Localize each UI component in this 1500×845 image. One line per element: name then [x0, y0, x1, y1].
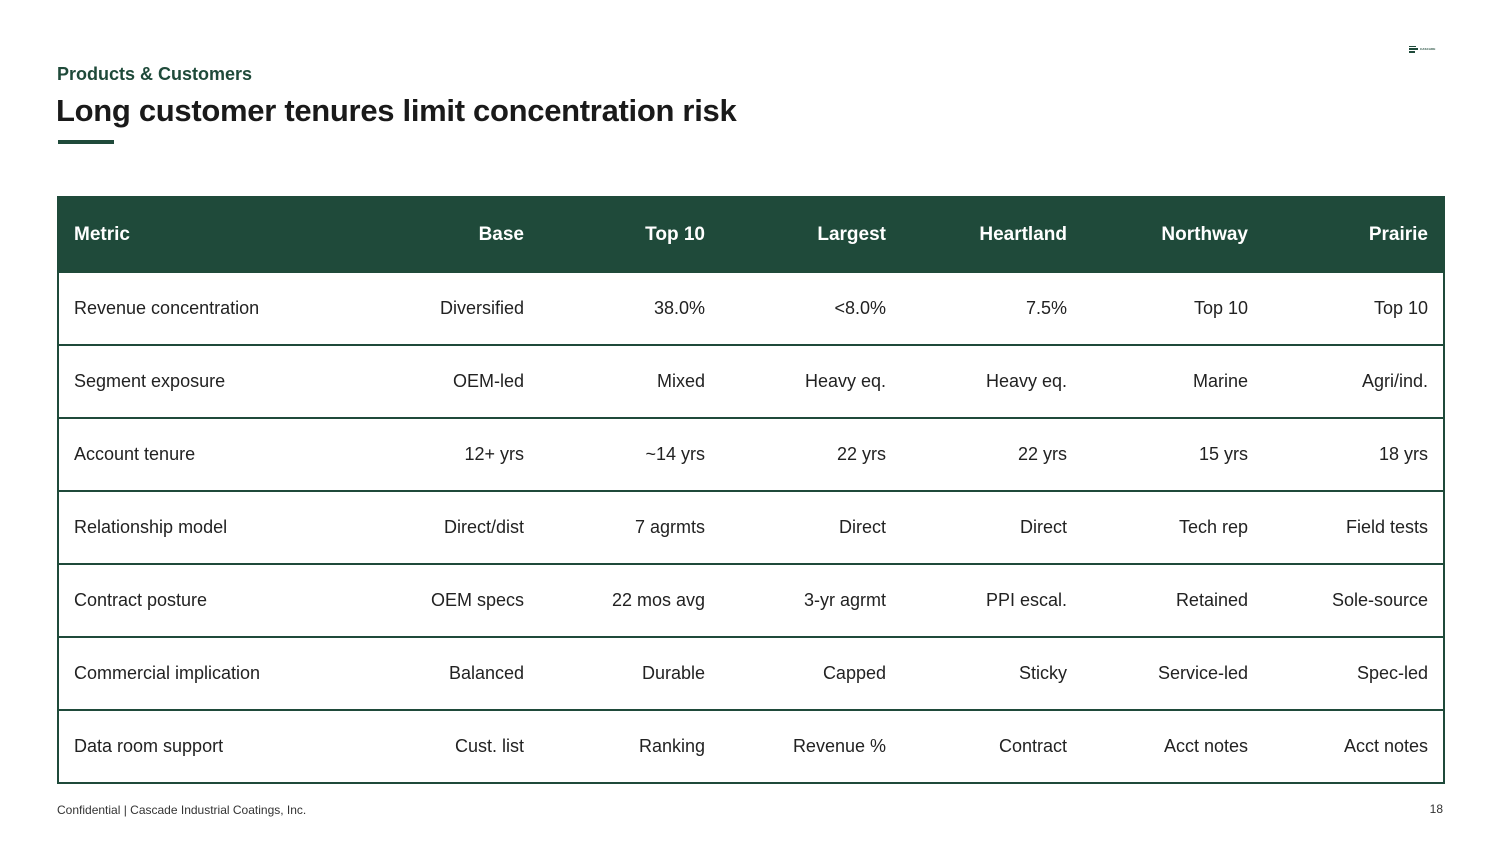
table-cell: 12+ yrs [358, 417, 539, 491]
table-cell: Contract posture [58, 563, 358, 637]
table-cell: Cust. list [358, 709, 539, 783]
table-cell: 3-yr agrmt [720, 563, 901, 637]
table-cell: Top 10 [1082, 271, 1263, 345]
column-header-prairie: Prairie [1263, 197, 1444, 272]
table-cell: Sticky [901, 636, 1082, 710]
table-cell: Diversified [358, 271, 539, 345]
table-cell: Relationship model [58, 490, 358, 564]
table-cell: Ranking [539, 709, 720, 783]
title-underline [58, 140, 114, 144]
table-row: Data room support Cust. list Ranking Rev… [58, 709, 1444, 783]
column-header-metric: Metric [58, 197, 358, 272]
table-row: Commercial implication Balanced Durable … [58, 636, 1444, 710]
table-cell: Commercial implication [58, 636, 358, 710]
table-row: Account tenure 12+ yrs ~14 yrs 22 yrs 22… [58, 417, 1444, 491]
table-cell: Heavy eq. [901, 344, 1082, 418]
section-label: Products & Customers [57, 64, 253, 84]
table-cell: Field tests [1263, 490, 1444, 564]
table-cell: OEM specs [358, 563, 539, 637]
column-header-northway: Northway [1082, 197, 1263, 272]
table-cell: Revenue % [720, 709, 901, 783]
comparison-table: Metric Base Top 10 Largest Heartland Nor… [57, 196, 1445, 784]
table-cell: 22 mos avg [539, 563, 720, 637]
column-header-top-10: Top 10 [539, 197, 720, 272]
table-header-row: Metric Base Top 10 Largest Heartland Nor… [58, 197, 1444, 272]
table-cell: Revenue concentration [58, 271, 358, 345]
table-cell: 7 agrmts [539, 490, 720, 564]
company-logo: CASCADE [1409, 44, 1439, 54]
table-cell: Direct [901, 490, 1082, 564]
table-cell: 15 yrs [1082, 417, 1263, 491]
logo-mark-icon [1409, 45, 1418, 53]
table-cell: Durable [539, 636, 720, 710]
table-cell: 38.0% [539, 271, 720, 345]
table-cell: Segment exposure [58, 344, 358, 418]
table-cell: 18 yrs [1263, 417, 1444, 491]
table-cell: PPI escal. [901, 563, 1082, 637]
table-cell: Direct/dist [358, 490, 539, 564]
table-row: Relationship model Direct/dist 7 agrmts … [58, 490, 1444, 564]
table-cell: Data room support [58, 709, 358, 783]
table-cell: Service-led [1082, 636, 1263, 710]
table-cell: ~14 yrs [539, 417, 720, 491]
table-cell: Retained [1082, 563, 1263, 637]
table-cell: OEM-led [358, 344, 539, 418]
column-header-base: Base [358, 197, 539, 272]
page-title: Long customer tenures limit concentratio… [56, 93, 737, 128]
table-cell: Marine [1082, 344, 1263, 418]
table-cell: Mixed [539, 344, 720, 418]
table-cell: Agri/ind. [1263, 344, 1444, 418]
table-cell: Account tenure [58, 417, 358, 491]
table-cell: Direct [720, 490, 901, 564]
table-cell: Sole-source [1263, 563, 1444, 637]
footer-confidential: Confidential | Cascade Industrial Coatin… [57, 803, 307, 817]
table-cell: Capped [720, 636, 901, 710]
table-cell: Tech rep [1082, 490, 1263, 564]
table-cell: Balanced [358, 636, 539, 710]
table-cell: 22 yrs [720, 417, 901, 491]
column-header-largest: Largest [720, 197, 901, 272]
column-header-heartland: Heartland [901, 197, 1082, 272]
table-cell: Acct notes [1082, 709, 1263, 783]
table-cell: Top 10 [1263, 271, 1444, 345]
table-row: Contract posture OEM specs 22 mos avg 3-… [58, 563, 1444, 637]
table-cell: Heavy eq. [720, 344, 901, 418]
table-cell: Contract [901, 709, 1082, 783]
table-cell: 7.5% [901, 271, 1082, 345]
page-number: 18 [1429, 802, 1443, 816]
logo-text: CASCADE [1420, 47, 1436, 51]
table-cell: Acct notes [1263, 709, 1444, 783]
table-row: Segment exposure OEM-led Mixed Heavy eq.… [58, 344, 1444, 418]
table-cell: 22 yrs [901, 417, 1082, 491]
table-cell: Spec-led [1263, 636, 1444, 710]
table-cell: <8.0% [720, 271, 901, 345]
table-row: Revenue concentration Diversified 38.0% … [58, 271, 1444, 345]
